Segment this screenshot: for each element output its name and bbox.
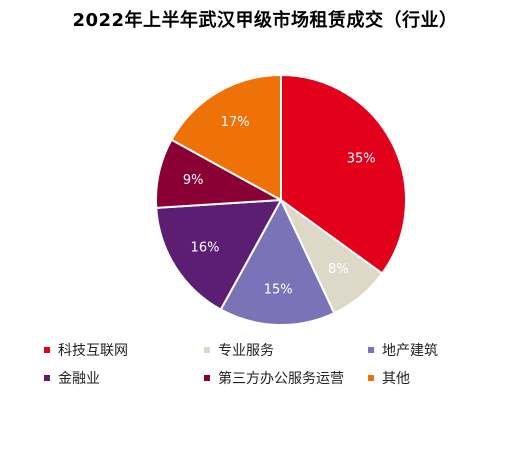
legend-item-finance: 金融业 <box>44 368 204 388</box>
legend-swatch-icon <box>204 347 210 353</box>
pie-slice <box>155 199 282 311</box>
pie-slice <box>170 74 282 201</box>
legend-item-other: 其他 <box>368 368 514 388</box>
legend-item-professional-services: 专业服务 <box>204 340 368 360</box>
pie-slice <box>280 74 407 275</box>
pie-slice <box>219 199 336 326</box>
legend-label: 金融业 <box>58 371 100 387</box>
chart-title: 2022年上半年武汉甲级市场租赁成交（行业） <box>72 10 458 31</box>
legend-label: 第三方办公服务运营 <box>218 371 344 387</box>
legend: 科技互联网 专业服务 地产建筑 金融业 第三方办公服务运营 其他 <box>44 340 514 388</box>
slice-data-label: 35% <box>347 152 376 167</box>
slice-data-label: 9% <box>183 173 204 188</box>
legend-item-third-party-office-operations: 第三方办公服务运营 <box>204 368 368 388</box>
slice-data-label: 16% <box>191 241 220 256</box>
legend-swatch-icon <box>44 347 50 353</box>
legend-label: 地产建筑 <box>382 343 438 359</box>
slice-data-label: 8% <box>328 262 349 277</box>
legend-label: 科技互联网 <box>58 343 128 359</box>
legend-swatch-icon <box>44 375 50 381</box>
legend-item-tech-internet: 科技互联网 <box>44 340 204 360</box>
legend-swatch-icon <box>204 375 210 381</box>
slice-data-label: 15% <box>264 283 293 298</box>
pie-chart: 35% 8% 15% 16% 9% 17% <box>155 74 407 326</box>
slice-data-label: 17% <box>221 115 250 130</box>
legend-item-real-estate-construction: 地产建筑 <box>368 340 514 360</box>
legend-swatch-icon <box>368 347 374 353</box>
legend-label: 其他 <box>382 371 410 387</box>
legend-swatch-icon <box>368 375 374 381</box>
legend-label: 专业服务 <box>218 343 274 359</box>
